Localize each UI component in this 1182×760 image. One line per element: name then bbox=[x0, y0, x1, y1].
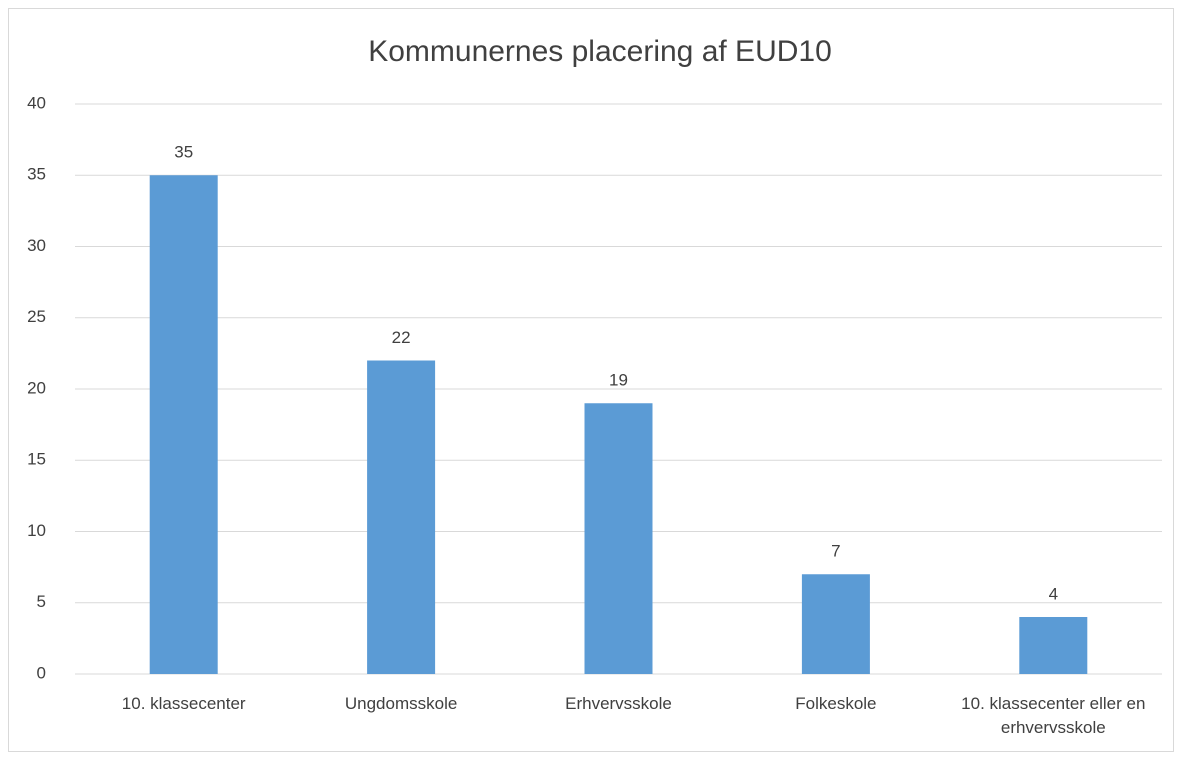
y-tick-label: 35 bbox=[27, 165, 46, 184]
y-tick-label: 10 bbox=[27, 521, 46, 540]
y-tick-label: 20 bbox=[27, 378, 46, 397]
y-tick-label: 25 bbox=[27, 307, 46, 326]
y-tick-label: 30 bbox=[27, 236, 46, 255]
x-tick-label: Folkeskole bbox=[795, 694, 877, 713]
data-label: 7 bbox=[831, 542, 840, 561]
y-tick-label: 0 bbox=[37, 663, 46, 682]
y-tick-label: 5 bbox=[37, 592, 46, 611]
y-tick-label: 15 bbox=[27, 450, 46, 469]
bar bbox=[584, 403, 653, 674]
data-label: 4 bbox=[1049, 584, 1058, 603]
data-label: 22 bbox=[392, 328, 411, 347]
bar bbox=[367, 360, 436, 674]
bar bbox=[1019, 617, 1088, 674]
y-tick-label: 40 bbox=[27, 93, 46, 112]
data-label: 19 bbox=[609, 371, 628, 390]
x-tick-label: Ungdomsskole bbox=[344, 694, 458, 713]
data-label: 35 bbox=[174, 143, 193, 162]
bar bbox=[149, 175, 218, 674]
bar bbox=[801, 574, 870, 674]
x-tick-label: 10. klassecenter bbox=[121, 694, 246, 713]
x-tick-label: Erhvervsskole bbox=[565, 694, 672, 713]
chart-title: Kommunernes placering af EUD10 bbox=[368, 35, 832, 68]
x-tick-label: 10. klassecenter eller en erhvervsskole bbox=[961, 694, 1146, 737]
